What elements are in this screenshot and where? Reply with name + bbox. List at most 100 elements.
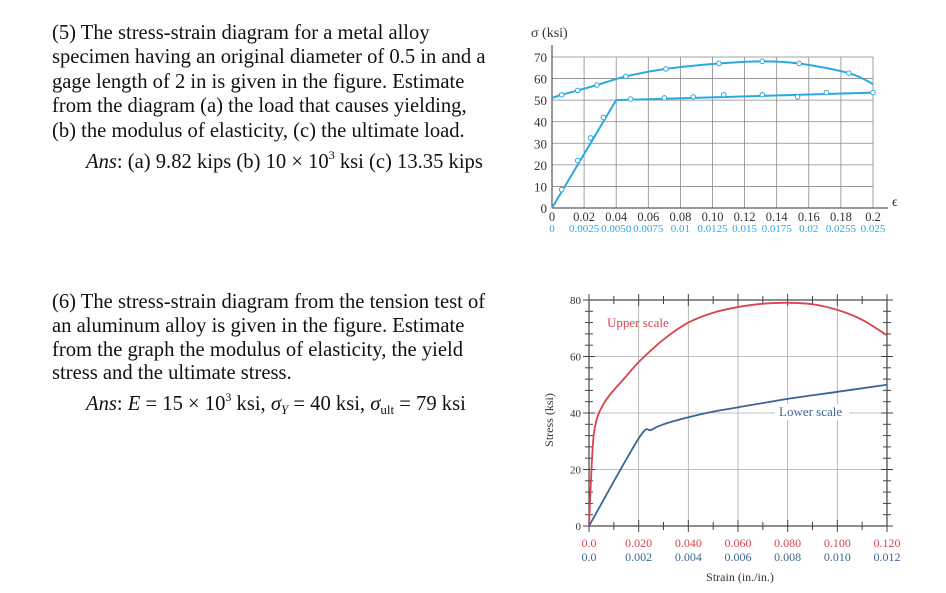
problem-text-line: (b) the modulus of elasticity, (c) the u… (52, 119, 465, 142)
x-tick-label-upper: 0 (549, 210, 555, 224)
problem-text-line: (5) The stress-strain diagram for a meta… (52, 22, 430, 44)
x-tick-label-lower: 0.025 (861, 223, 886, 235)
answer-segment: ult (380, 402, 395, 418)
x-tick-label-upper: 0.100 (824, 536, 851, 550)
label-background (775, 404, 849, 420)
x-tick-label-lower: 0.0255 (826, 223, 857, 235)
problem-text-line: gage length of 2 in is given in the figu… (52, 70, 465, 93)
x-tick-label-upper: 0.06 (637, 210, 659, 224)
problem-text-line: specimen having an original diameter of … (52, 46, 486, 69)
data-point-marker (587, 135, 594, 141)
y-tick-label: 40 (534, 115, 547, 130)
y-tick-label: 70 (534, 50, 547, 65)
data-point-marker (600, 114, 607, 121)
y-tick-label: 50 (534, 93, 547, 108)
answer-segment: 3 (225, 390, 232, 405)
data-point-marker (759, 91, 766, 98)
x-tick-label-lower: 0.012 (874, 550, 901, 564)
problem-text-line: stress and the ultimate stress. (52, 362, 292, 385)
x-tick-label-upper: 0.040 (675, 536, 702, 550)
x-tick-label-upper: 0.080 (774, 536, 801, 550)
y-tick-label: 30 (534, 136, 547, 151)
x-tick-label-upper: 0.18 (830, 210, 852, 224)
answer-segment: = 15 × 10 (140, 393, 226, 416)
x-tick-label-lower: 0.0175 (762, 223, 793, 235)
x-tick-label-lower: 0.0050 (601, 223, 632, 235)
y-tick-label: 0 (576, 521, 582, 533)
x-tick-label-upper: 0.120 (874, 536, 901, 550)
answer-segment: = 40 ksi, (288, 393, 371, 416)
data-point-marker (558, 91, 565, 98)
data-point-marker (870, 89, 876, 96)
y-tick-label: 0 (541, 201, 548, 216)
x-tick-label-upper: 0.0 (582, 536, 597, 550)
data-point-marker (627, 96, 634, 102)
y-tick-label: 20 (534, 158, 547, 173)
series-line (551, 91, 874, 209)
x-tick-label-upper: 0.12 (734, 210, 756, 224)
x-tick-label-lower: 0.008 (774, 550, 801, 564)
x-axis-label: ϵ (892, 195, 898, 210)
x-tick-label-upper: 0.02 (573, 210, 595, 224)
x-tick-label-lower: 0.0 (582, 550, 597, 564)
answer-segment: σ (370, 393, 381, 416)
data-point-marker (574, 157, 581, 164)
x-tick-label-lower: 0.010 (824, 550, 851, 564)
answer-segment: 3 (328, 148, 335, 162)
x-tick-label-upper: 0.060 (725, 536, 752, 550)
x-tick-label-upper: 0.020 (625, 536, 652, 550)
answer-segment: : (116, 393, 128, 416)
x-tick-label-lower: 0.01 (671, 223, 690, 235)
lower-scale-curve (588, 383, 888, 527)
answer-segment: ksi (c) 13.35 kips (334, 151, 483, 173)
data-point-marker (661, 95, 668, 101)
answer-segment: Ans (86, 393, 117, 416)
data-point-marker (846, 70, 852, 76)
x-tick-label-lower: 0.0025 (569, 223, 600, 235)
problem-text-line: (6) The stress-strain diagram from the t… (52, 291, 486, 313)
x-tick-label-lower: 0.006 (725, 550, 752, 564)
answer-segment: Ans (86, 151, 117, 173)
lower-scale-label: Lower scale (779, 404, 842, 419)
x-tick-label-lower: 0.015 (732, 223, 757, 235)
x-tick-label-upper: 0.2 (865, 210, 881, 224)
answer-segment: σ (270, 393, 282, 416)
data-point-marker (663, 66, 669, 72)
x-tick-label-lower: 0.0125 (697, 223, 728, 235)
answer-segment: E (127, 393, 141, 416)
x-tick-label-lower: 0.004 (675, 550, 702, 564)
problem-text-line: an aluminum alloy is given in the figure… (52, 314, 465, 337)
x-tick-label-upper: 0.04 (605, 210, 628, 224)
upper-scale-label: Upper scale (607, 315, 669, 330)
y-tick-label: 20 (570, 465, 582, 477)
answer-line: Ans: (a) 9.82 kips (b) 10 × 103 ksi (c) … (86, 143, 483, 174)
data-point-marker (796, 60, 802, 67)
answer-segment: = 79 ksi (394, 393, 466, 416)
x-tick-label-lower: 0 (549, 223, 555, 235)
x-tick-label-lower: 0.02 (799, 223, 818, 235)
problem-text-line: from the diagram (a) the load that cause… (52, 95, 467, 118)
y-tick-label: 60 (534, 72, 547, 87)
answer-segment: : (a) 9.82 kips (b) 10 × 10 (116, 151, 329, 173)
data-point-marker (716, 60, 722, 67)
data-point-marker (794, 94, 801, 100)
x-axis-label: Strain (in./in.) (706, 570, 774, 584)
y-tick-label: 60 (570, 352, 582, 364)
x-tick-label-upper: 0.14 (766, 210, 789, 224)
data-point-marker (759, 58, 766, 65)
answer-line: Ans: E = 15 × 103 ksi, σY = 40 ksi, σult… (86, 385, 466, 422)
data-point-marker (574, 87, 581, 94)
data-point-marker (720, 91, 727, 98)
x-tick-label-upper: 0.08 (669, 210, 691, 224)
y-axis-label: Stress (ksi) (542, 393, 556, 447)
y-tick-label: 80 (570, 295, 582, 307)
answer-segment: Y (281, 402, 289, 418)
x-tick-label-lower: 0.0075 (633, 223, 664, 235)
data-point-marker (823, 89, 830, 96)
data-point-marker (623, 73, 629, 80)
x-tick-label-lower: 0.002 (625, 550, 652, 564)
data-point-marker (594, 82, 600, 88)
x-tick-label-upper: 0.16 (798, 210, 820, 224)
